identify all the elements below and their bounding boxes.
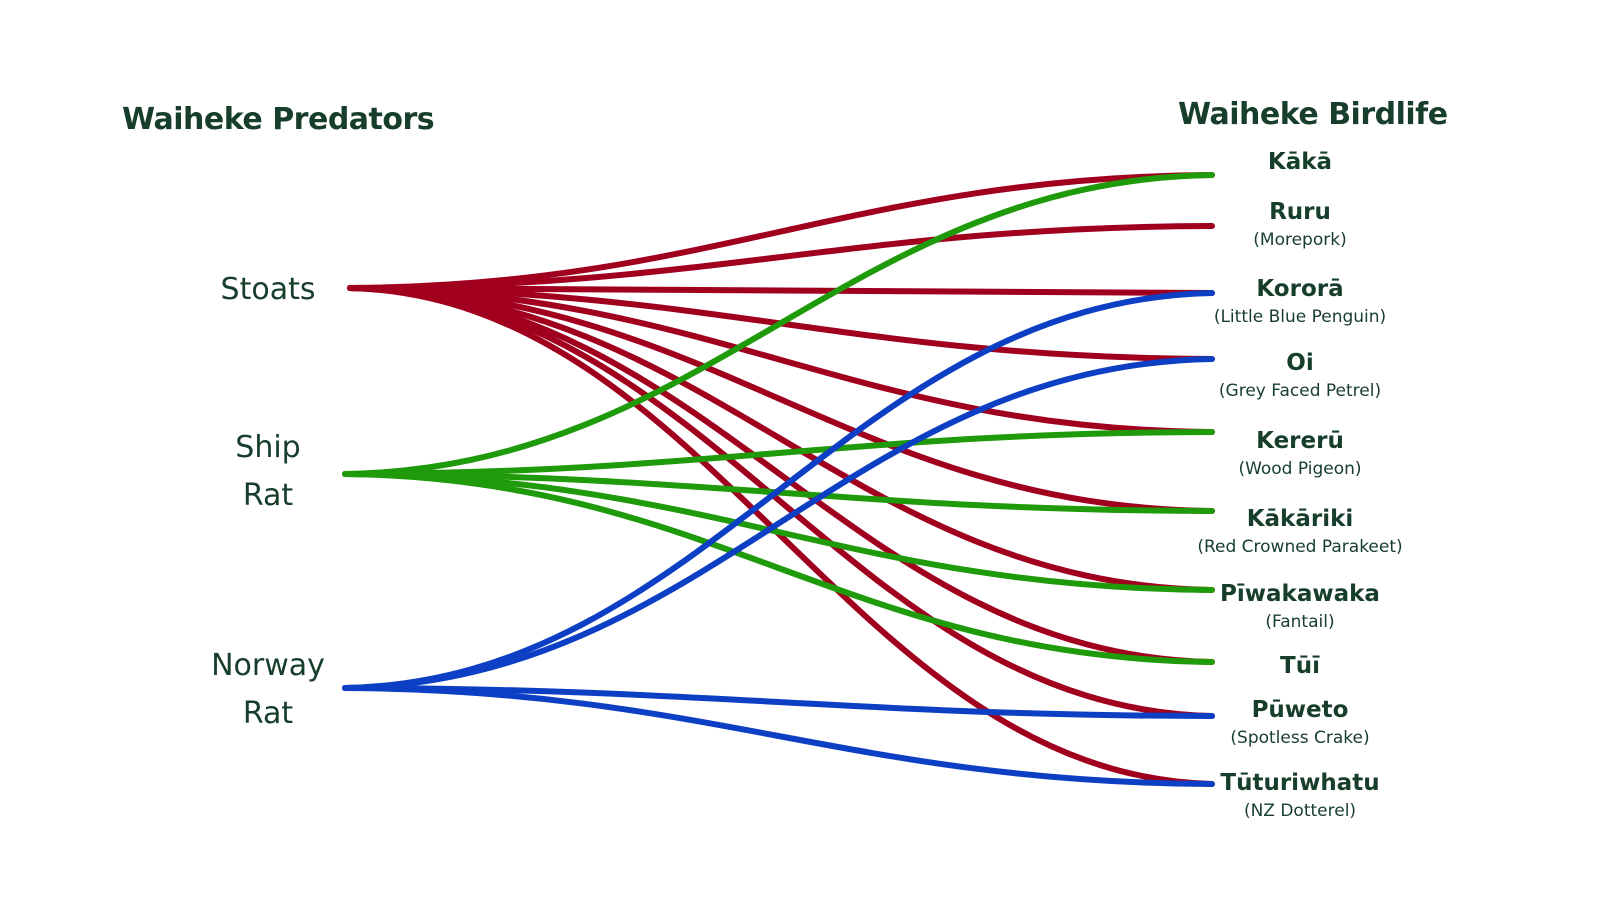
link-stoats-to-ruru bbox=[347, 223, 1215, 291]
predator-label-line: Norway bbox=[211, 648, 325, 683]
bird-english-name: (Fantail) bbox=[1265, 612, 1335, 632]
bird-puweto: Pūweto (Spotless Crake) bbox=[1180, 696, 1420, 749]
bird-name: Kākā bbox=[1267, 149, 1333, 175]
bird-name: Kākāriki bbox=[1246, 506, 1354, 532]
bird-piwakawaka: Pīwakawaka (Fantail) bbox=[1180, 580, 1420, 633]
predator-label-line: Stoats bbox=[220, 272, 316, 307]
bird-kakariki: Kākāriki (Red Crowned Parakeet) bbox=[1180, 505, 1420, 558]
bird-korora: Kororā (Little Blue Penguin) bbox=[1180, 275, 1420, 328]
bird-name: Pūweto bbox=[1251, 697, 1349, 723]
bird-english-name: (Little Blue Penguin) bbox=[1213, 307, 1387, 327]
bird-oi: Oi (Grey Faced Petrel) bbox=[1180, 349, 1420, 402]
link-ship-rat-to-kereru bbox=[342, 429, 1215, 477]
birdlife-heading: Waiheke Birdlife bbox=[1178, 97, 1448, 132]
bird-name: Tūturiwhatu bbox=[1220, 770, 1380, 796]
bird-name: Kororā bbox=[1256, 276, 1344, 302]
predator-norway-rat: Norway Rat bbox=[188, 642, 348, 738]
bird-name: Tūī bbox=[1280, 653, 1320, 679]
link-norway-rat-to-tuturiwhatu bbox=[342, 685, 1215, 787]
link-stoats-to-piwakawaka bbox=[347, 285, 1215, 593]
bird-english-name: (Red Crowned Parakeet) bbox=[1197, 537, 1403, 557]
link-ship-rat-to-kaka bbox=[342, 172, 1215, 477]
link-norway-rat-to-puweto bbox=[342, 685, 1215, 719]
predator-ship-rat: Ship Rat bbox=[188, 424, 348, 520]
bird-tuturiwhatu: Tūturiwhatu (NZ Dotterel) bbox=[1180, 769, 1420, 822]
bird-tui: Tūī bbox=[1180, 652, 1420, 680]
link-stoats-to-puweto bbox=[347, 285, 1215, 719]
link-ship-rat-to-piwakawaka bbox=[342, 471, 1215, 593]
link-norway-rat-to-oi bbox=[342, 356, 1215, 691]
bird-name: Kererū bbox=[1256, 428, 1344, 454]
link-stoats-to-kaka bbox=[347, 172, 1215, 291]
bird-english-name: (Grey Faced Petrel) bbox=[1218, 381, 1382, 401]
predator-label-line: Ship bbox=[235, 430, 301, 465]
predator-label-line: Rat bbox=[242, 478, 294, 513]
bird-name: Pīwakawaka bbox=[1220, 581, 1380, 607]
bird-name: Oi bbox=[1286, 350, 1314, 376]
predator-stoats: Stoats bbox=[188, 266, 348, 314]
predators-heading: Waiheke Predators bbox=[122, 102, 435, 137]
link-stoats-to-tuturiwhatu bbox=[347, 285, 1215, 787]
bird-kereru: Kererū (Wood Pigeon) bbox=[1180, 427, 1420, 480]
bird-ruru: Ruru (Morepork) bbox=[1180, 198, 1420, 251]
link-stoats-to-korora bbox=[347, 285, 1215, 296]
predator-label-line: Rat bbox=[242, 696, 294, 731]
bird-english-name: (Morepork) bbox=[1253, 230, 1347, 250]
bird-name: Ruru bbox=[1269, 199, 1331, 225]
bird-english-name: (Wood Pigeon) bbox=[1238, 459, 1362, 479]
link-stoats-to-kakariki bbox=[347, 285, 1215, 514]
bird-english-name: (Spotless Crake) bbox=[1230, 728, 1370, 748]
link-stoats-to-tui bbox=[347, 285, 1215, 665]
link-stoats-to-kereru bbox=[347, 285, 1215, 435]
bird-kaka: Kākā bbox=[1180, 148, 1420, 176]
link-norway-rat-to-korora bbox=[342, 290, 1215, 691]
bird-english-name: (NZ Dotterel) bbox=[1243, 801, 1357, 821]
link-ship-rat-to-tui bbox=[342, 471, 1215, 665]
